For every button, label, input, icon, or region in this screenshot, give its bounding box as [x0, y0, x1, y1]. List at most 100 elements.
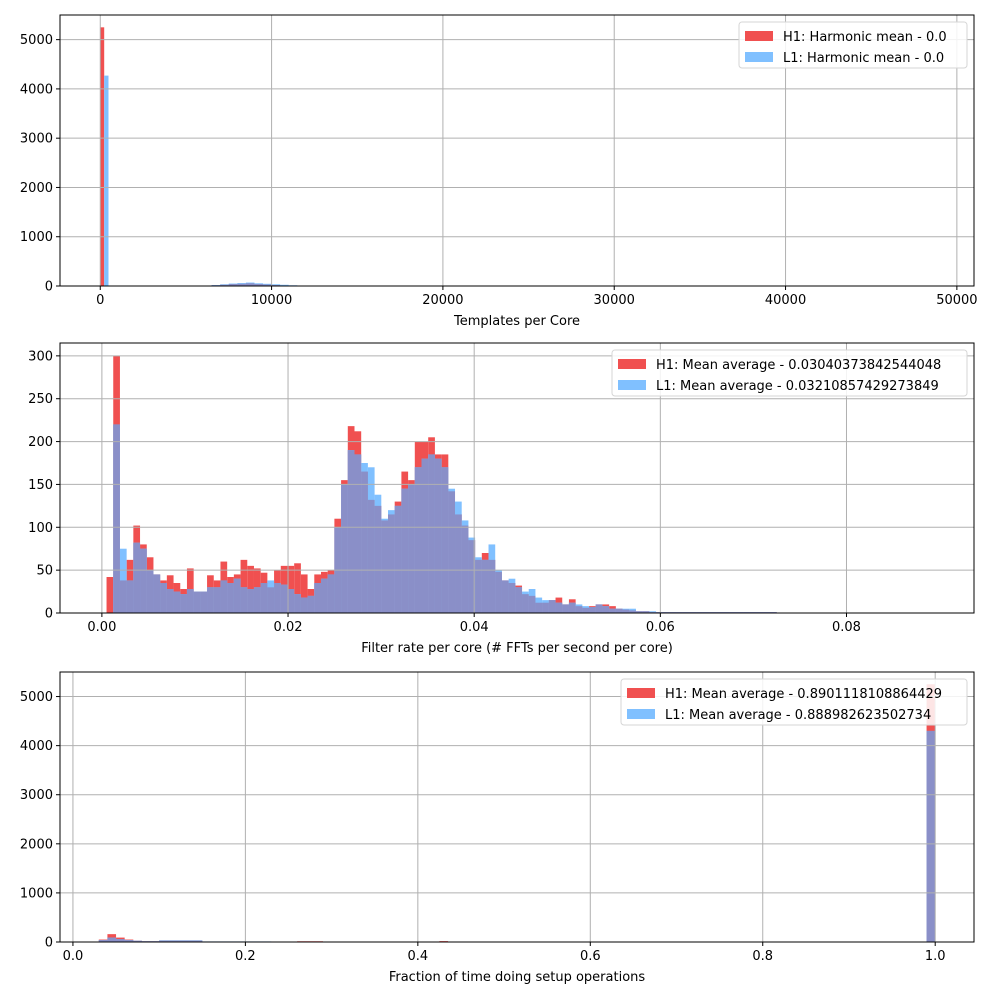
x-tick-label: 0.02 [274, 620, 303, 635]
histogram-bar-overlap [274, 583, 281, 613]
histogram-bar-overlap [126, 580, 134, 613]
legend-swatch-l1 [618, 380, 646, 390]
histogram-bar-overlap [280, 584, 288, 613]
histogram-bar-overlap [341, 484, 348, 613]
histogram-bar-overlap [228, 284, 238, 286]
histogram-bar-overlap [227, 583, 234, 613]
histogram-bar-overlap [455, 514, 462, 613]
histogram-bar-overlap [327, 574, 335, 613]
histogram-bar-overlap [133, 940, 142, 942]
histogram-bar-overlap [488, 559, 496, 613]
legend: H1: Mean average - 0.03040373842544048 L1… [611, 349, 968, 397]
x-tick-label: 20000 [422, 293, 463, 308]
histogram-bar-h1 [106, 577, 114, 613]
histogram-bar-overlap [548, 600, 556, 613]
histogram-bar-overlap [153, 574, 161, 613]
bars [98, 684, 936, 942]
histogram-bar-overlap [441, 467, 449, 613]
ticks: 0.0 0.2 0.4 0.6 0.8 1.0 0 1000 2000 3000 4000 5000 [20, 690, 946, 964]
histogram-bar-overlap [107, 937, 117, 942]
histogram-bar-overlap [414, 467, 422, 613]
legend-swatch-h1 [745, 31, 773, 41]
histogram-bar-overlap [253, 587, 261, 613]
histogram-bar-overlap [575, 606, 583, 613]
histogram-bar-l1 [280, 284, 289, 286]
legend-box [620, 678, 968, 726]
histogram-bar-h1 [100, 27, 105, 286]
y-tick-label: 150 [28, 478, 53, 493]
ticks: 0.00 0.02 0.04 0.06 0.08 0 50 100 150 200 250 300 [28, 349, 861, 635]
legend-label-l1: L1: Mean average - 0.888982623502734 [665, 708, 931, 723]
legend-label-h1: H1: Mean average - 0.03040373842544048 [656, 358, 941, 373]
x-tick-label: 0.4 [407, 949, 428, 964]
histogram-bar-overlap [508, 583, 516, 613]
histogram-bar-overlap [347, 450, 355, 613]
x-axis-label: Filter rate per core (# FFTs per second … [361, 641, 673, 656]
histogram-bar-overlap [568, 602, 576, 613]
histogram-bar-overlap [207, 587, 214, 613]
y-tick-label: 0 [45, 280, 53, 295]
histogram-bar-l1 [649, 611, 657, 613]
histogram-bar-overlap [602, 606, 610, 613]
legend-swatch-l1 [627, 709, 655, 719]
y-tick-label: 2000 [20, 181, 53, 196]
histogram-bar-overlap [307, 595, 315, 613]
histogram-bar-overlap [267, 587, 275, 613]
plot-frame [59, 14, 975, 287]
histogram-bar-overlap [595, 604, 603, 613]
histogram-bar-overlap [220, 284, 229, 286]
x-tick-label: 0.00 [87, 620, 116, 635]
histogram-bar-overlap [635, 611, 643, 613]
legend-swatch-h1 [627, 688, 655, 698]
y-tick-label: 3000 [20, 788, 53, 803]
histogram-bar-overlap [609, 608, 616, 613]
y-tick-label: 0 [45, 607, 53, 622]
y-tick-label: 0 [45, 936, 53, 951]
x-axis-label: Fraction of time doing setup operations [389, 970, 646, 985]
x-tick-label: 0.6 [580, 949, 601, 964]
x-tick-label: 10000 [251, 293, 292, 308]
histogram-bar-overlap [495, 571, 502, 613]
histogram-bar-overlap [237, 283, 246, 286]
histogram-bar-overlap [394, 505, 402, 613]
histogram-bar-overlap [160, 583, 167, 613]
histogram-bar-overlap [535, 602, 543, 613]
histogram-bar-overlap [401, 488, 409, 613]
histogram-bar-overlap [387, 514, 395, 613]
grid [60, 672, 974, 943]
histogram-bar-overlap [448, 491, 456, 613]
histogram-bar-overlap [200, 591, 208, 613]
histogram-bar-overlap [193, 591, 201, 613]
y-tick-label: 1000 [20, 886, 53, 901]
histogram-bar-overlap [140, 548, 147, 613]
bars [100, 27, 308, 286]
histogram-bar-h1 [240, 559, 248, 613]
legend-swatch-h1 [618, 359, 646, 369]
histogram-bar-overlap [522, 594, 529, 613]
legend-label-l1: L1: Harmonic mean - 0.0 [783, 51, 944, 66]
histogram-bar-overlap [220, 580, 228, 613]
x-tick-label: 0 [96, 293, 104, 308]
histogram-bar-overlap [119, 580, 127, 613]
histogram-bar-overlap [98, 940, 108, 942]
histogram-bar-overlap [515, 587, 523, 613]
x-tick-label: 0.0 [63, 949, 84, 964]
y-tick-label: 3000 [20, 132, 53, 147]
y-tick-label: 300 [28, 349, 53, 364]
histogram-bar-overlap [381, 520, 388, 613]
ticks: 0 10000 20000 30000 40000 50000 0 1000 2000 3000 4… [20, 33, 978, 308]
histogram-bar-l1 [104, 75, 109, 286]
histogram-bar-overlap [186, 589, 194, 613]
histogram-bar-overlap [113, 424, 120, 613]
y-tick-label: 200 [28, 435, 53, 450]
histogram-bar-overlap [300, 597, 308, 613]
histogram-bar-overlap [642, 611, 650, 613]
legend-label-h1: H1: Mean average - 0.8901118108864429 [665, 687, 942, 702]
histogram-bar-h1 [300, 574, 308, 613]
x-tick-label: 30000 [594, 293, 635, 308]
x-tick-label: 50000 [936, 293, 977, 308]
histogram-bar-overlap [260, 583, 268, 613]
histogram-bar-overlap [468, 540, 476, 613]
x-tick-label: 0.2 [235, 949, 256, 964]
